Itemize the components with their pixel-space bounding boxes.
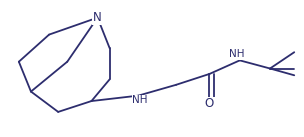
Text: NH: NH (229, 49, 244, 59)
Text: N: N (93, 11, 102, 24)
Text: NH: NH (132, 95, 148, 105)
Text: O: O (205, 97, 214, 110)
